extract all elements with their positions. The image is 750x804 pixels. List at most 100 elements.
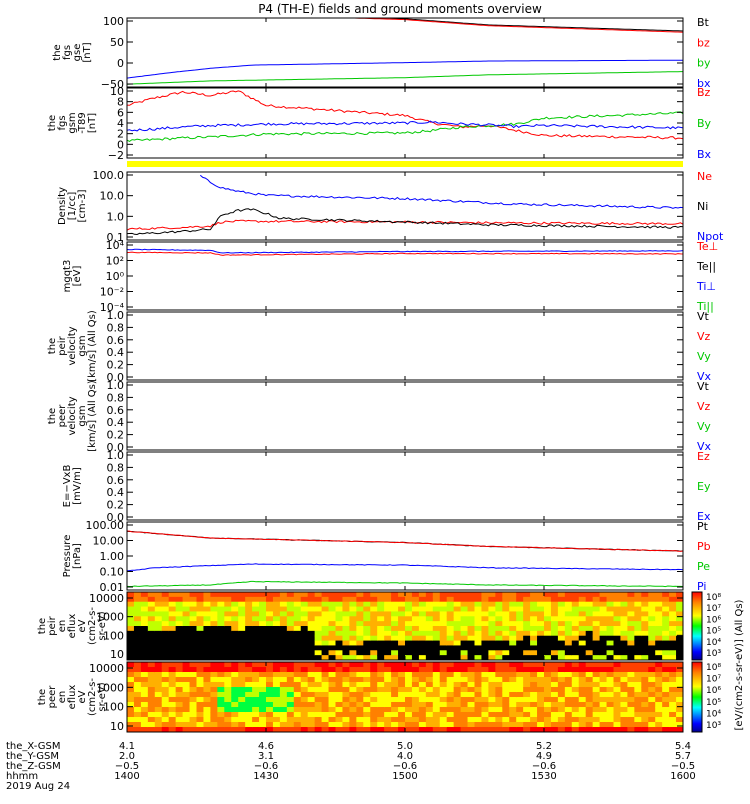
heatmap-cell [411,640,420,646]
heatmap-cell [286,712,295,718]
heatmap-cell [356,601,364,608]
heatmap-cell [439,672,448,678]
heatmap-cell [627,692,635,698]
heatmap-cell [411,667,420,673]
heatmap-cell [328,697,336,703]
heatmap-cell [293,592,302,598]
heatmap-cell [530,727,538,733]
heatmap-cell [189,630,197,637]
heatmap-cell [335,692,343,698]
heatmap-cell [557,621,566,627]
heatmap-cell [606,611,614,617]
heatmap-cell [620,702,628,708]
heatmap-cell [620,596,628,603]
heatmap-cell [370,707,378,713]
heatmap-cell [523,650,531,656]
heatmap-cell [314,687,323,693]
heatmap-cell [592,707,601,713]
heatmap-cell [293,601,302,608]
heatmap-cell [307,611,316,617]
y-tick-label: 10⁴ [106,239,125,252]
heatmap-cell [127,692,135,698]
heatmap-cell [370,697,378,703]
heatmap-cell [571,596,580,603]
heatmap-cell [578,606,587,612]
heatmap-cell [669,682,677,688]
heatmap-cell [349,667,357,673]
heatmap-cell [147,687,156,693]
heatmap-cell [377,650,385,656]
heatmap-cell [474,621,482,627]
heatmap-cell [127,712,135,718]
heatmap-cell [210,687,218,693]
heatmap-cell [669,596,677,603]
heatmap-cell [467,702,475,708]
heatmap-cell [516,606,524,612]
heatmap-cell [328,667,336,673]
y-tick-label: 4 [117,117,124,130]
heatmap-cell [439,611,448,617]
heatmap-cell [662,702,670,708]
heatmap-cell [307,626,316,632]
x-tick-label: 5.0 [397,741,413,752]
heatmap-cell [300,682,309,688]
heatmap-cell [168,645,177,651]
heatmap-cell [217,662,225,668]
heatmap-cell [495,640,503,646]
heatmap-cell [182,707,191,713]
heatmap-cell [342,630,350,637]
heatmap-cell [272,626,281,632]
heatmap-cell [676,662,684,668]
heatmap-cell [425,702,434,708]
y-axis-label: peer [47,685,58,709]
heatmap-cell [335,611,343,617]
panel-frame [126,451,684,521]
heatmap-cell [662,640,670,646]
heatmap-cell [495,592,503,598]
heatmap-cell [467,611,475,617]
heatmap-cell [335,707,343,713]
heatmap-cell [279,717,288,723]
heatmap-cell [592,667,601,673]
heatmap-cell [231,702,239,708]
heatmap-cell [648,621,656,627]
heatmap-cell [585,616,594,622]
heatmap-cell [432,640,441,646]
heatmap-cell [676,616,684,622]
heatmap-cell [314,601,323,608]
heatmap-cell [537,672,545,678]
heatmap-cell [168,611,177,617]
heatmap-cell [231,662,239,668]
heatmap-cell [321,592,330,598]
heatmap-cell [634,697,642,703]
heatmap-cell [564,606,573,612]
heatmap-cell [203,702,211,708]
heatmap-cell [224,662,232,668]
heatmap-cell [432,662,441,668]
heatmap-cell [377,630,385,637]
heatmap-cell [474,677,482,683]
heatmap-cell [363,626,371,632]
heatmap-cell [592,662,601,668]
heatmap-cell [391,606,399,612]
heatmap-cell [370,722,378,728]
heatmap-cell [363,635,371,642]
heatmap-cell [300,635,309,642]
heatmap-cell [224,687,232,693]
heatmap-cell [259,687,267,693]
heatmap-cell [578,717,587,723]
heatmap-cell [481,635,489,642]
heatmap-cell [391,650,399,656]
heatmap-cell [321,601,330,608]
heatmap-cell [453,611,462,617]
heatmap-cell [571,621,580,627]
heatmap-cell [502,662,510,668]
heatmap-cell [175,702,184,708]
heatmap-cell [634,682,642,688]
heatmap-cell [314,645,323,651]
legend-entry: Te⊥ [696,240,718,253]
heatmap-cell [259,717,267,723]
heatmap-cell [356,677,364,683]
series-line-te [126,251,684,256]
